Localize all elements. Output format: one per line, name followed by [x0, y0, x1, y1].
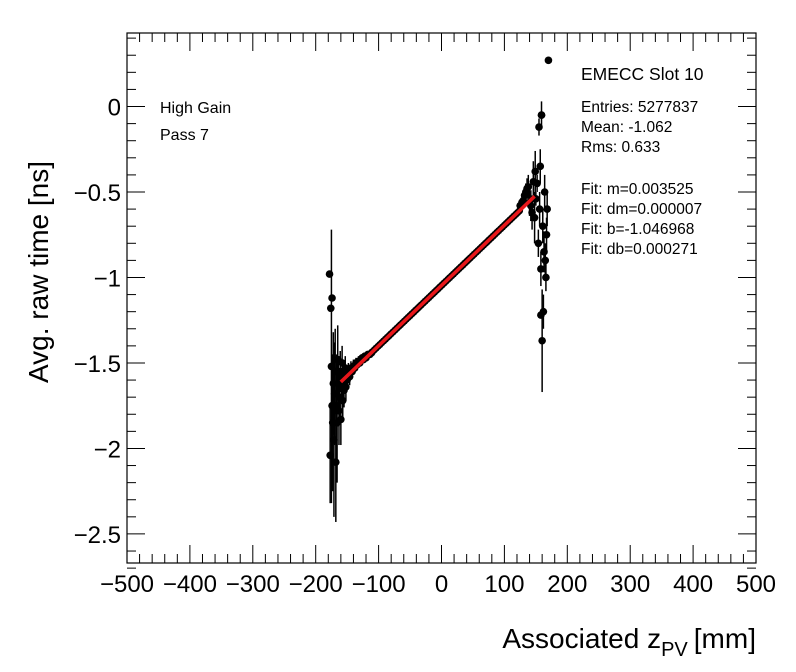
data-point	[543, 205, 551, 213]
y-tick-label: −0.5	[74, 180, 121, 207]
fit-group	[339, 195, 536, 384]
data-point	[537, 111, 546, 119]
annotation-pass: Pass 7	[160, 127, 209, 144]
data-point	[542, 230, 551, 239]
fit-line	[339, 195, 536, 384]
y-tick-label: 0	[108, 95, 121, 122]
x-tick-label: 400	[673, 571, 713, 598]
x-tick-label: 500	[736, 571, 776, 598]
data-point	[531, 167, 540, 176]
x-tick-label: −100	[352, 571, 406, 598]
x-tick-label: 300	[610, 571, 650, 598]
stats-rms: Rms: 0.633	[581, 139, 660, 156]
data-point	[536, 162, 545, 171]
data-point	[535, 205, 544, 213]
annotation-high-gain: High Gain	[160, 100, 231, 117]
axis-ticks	[126, 33, 757, 569]
y-tick-label: −2.5	[74, 522, 121, 549]
x-tick-label: 0	[435, 571, 448, 598]
stats-fit-db: Fit: db=0.000271	[581, 241, 698, 258]
stats-title: EMECC Slot 10	[581, 64, 704, 84]
data-point	[337, 415, 345, 424]
data-point	[332, 458, 340, 466]
data-point	[544, 56, 553, 65]
y-tick-label: −1	[94, 265, 121, 292]
data-point	[538, 222, 547, 230]
stats-mean: Mean: -1.062	[581, 119, 672, 136]
data-point	[530, 213, 539, 222]
data-point	[325, 270, 334, 278]
data-point	[534, 239, 543, 248]
y-tick-label: −1.5	[74, 351, 121, 378]
data-point	[542, 273, 550, 282]
stats-fit-b: Fit: b=-1.046968	[581, 221, 694, 238]
stats-fit-dm: Fit: dm=0.000007	[581, 201, 702, 218]
x-tick-label: 200	[547, 571, 587, 598]
data-point	[537, 311, 545, 319]
data-point	[529, 177, 538, 186]
x-axis-title: Associated zPV [mm]	[502, 623, 756, 661]
x-tick-label: 100	[484, 571, 524, 598]
x-tick-label: −500	[100, 571, 154, 598]
data-point	[541, 256, 550, 265]
data-point	[537, 265, 545, 273]
x-tick-label: −200	[289, 571, 343, 598]
stats-entries: Entries: 5277837	[581, 99, 698, 116]
x-tick-label: −400	[163, 571, 217, 598]
y-tick-label: −2	[94, 436, 121, 463]
tick-labels: −500 −400 −300 −200 −100 0 100 200 300 400 500 0 −0.…	[74, 95, 776, 598]
y-axis-title: Avg. raw time [ns]	[23, 161, 54, 383]
stats-fit-m: Fit: m=0.003525	[581, 181, 693, 198]
x-tick-label: −300	[226, 571, 280, 598]
data-point	[538, 336, 546, 345]
